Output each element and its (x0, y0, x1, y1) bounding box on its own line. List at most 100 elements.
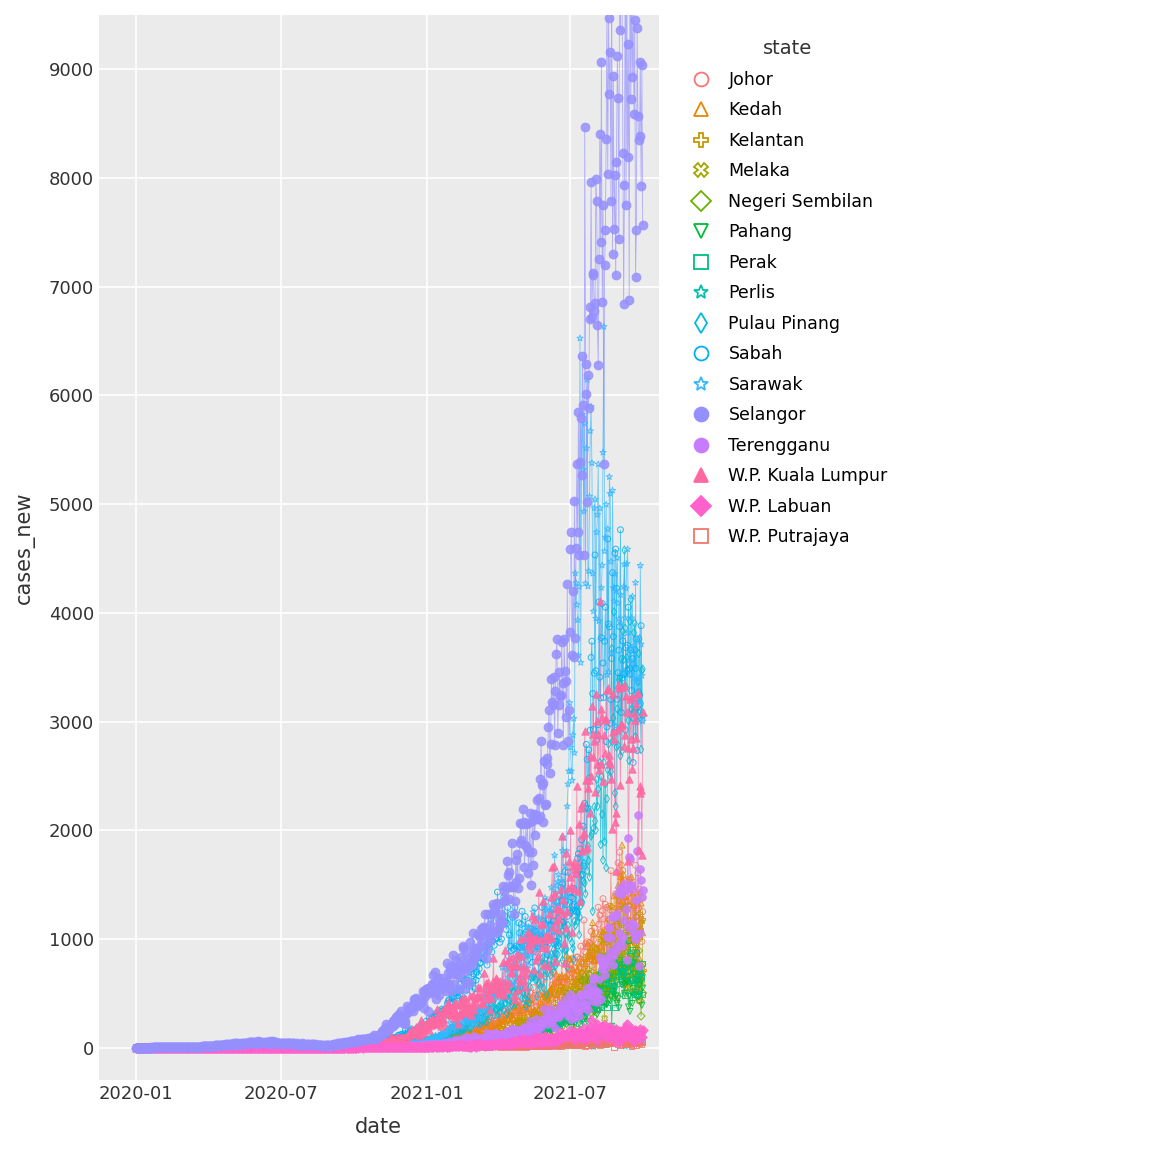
Point (620, 987, 638, 1006)
Point (135, 1038, 153, 1056)
Point (361, 1038, 379, 1056)
Point (397, 1037, 416, 1055)
Point (185, 1038, 204, 1056)
Point (192, 1038, 211, 1056)
Point (462, 960, 480, 978)
Point (599, 165, 617, 183)
Point (365, 1038, 384, 1056)
Point (303, 1038, 321, 1056)
Point (160, 1038, 179, 1056)
Point (564, 1003, 583, 1022)
Point (458, 1037, 477, 1055)
Point (394, 1037, 412, 1055)
Point (331, 1038, 349, 1056)
Point (244, 1038, 263, 1056)
Point (174, 1038, 192, 1056)
Point (532, 1016, 551, 1034)
Point (134, 1038, 152, 1056)
Point (257, 1038, 275, 1056)
Point (392, 1001, 410, 1020)
Point (486, 923, 505, 941)
Point (272, 1036, 290, 1054)
Point (503, 1030, 522, 1048)
Point (463, 1006, 482, 1024)
Point (476, 1034, 494, 1053)
Point (593, 851, 612, 870)
Point (200, 1038, 219, 1056)
Point (597, 969, 615, 987)
Point (248, 1038, 266, 1056)
Point (577, 385, 596, 403)
Point (473, 1037, 492, 1055)
Point (255, 1033, 273, 1052)
Point (606, 1031, 624, 1049)
Point (575, 1032, 593, 1051)
Point (532, 995, 551, 1014)
Point (320, 1037, 339, 1055)
Point (278, 1038, 296, 1056)
Point (321, 1038, 340, 1056)
Point (450, 1023, 469, 1041)
Point (333, 1038, 351, 1056)
Point (234, 1038, 252, 1056)
Point (310, 1038, 328, 1056)
Point (627, 856, 645, 874)
Point (551, 968, 569, 986)
Point (401, 1037, 419, 1055)
Point (568, 972, 586, 991)
Point (469, 1001, 487, 1020)
Point (471, 1032, 490, 1051)
Point (198, 1038, 217, 1056)
Point (461, 933, 479, 952)
Point (609, 999, 628, 1017)
Point (274, 1038, 293, 1056)
Point (228, 1038, 247, 1056)
Point (630, 127, 649, 145)
Point (229, 1038, 248, 1056)
Point (195, 1038, 213, 1056)
Point (223, 1038, 242, 1056)
Point (304, 1038, 323, 1056)
Point (293, 1037, 311, 1055)
Point (158, 1038, 176, 1056)
Point (262, 1038, 280, 1056)
Point (616, 975, 635, 993)
Point (460, 1037, 478, 1055)
Point (340, 1038, 358, 1056)
Point (293, 1038, 311, 1056)
Point (189, 1038, 207, 1056)
Point (170, 1038, 189, 1056)
Point (378, 1037, 396, 1055)
Point (606, 1032, 624, 1051)
Point (497, 1038, 515, 1056)
Point (427, 1006, 446, 1024)
Point (310, 1038, 328, 1056)
Point (199, 1038, 218, 1056)
Point (507, 960, 525, 978)
Point (151, 1038, 169, 1056)
Point (215, 1038, 234, 1056)
Point (296, 1038, 314, 1056)
Point (452, 1036, 470, 1054)
Point (150, 1038, 168, 1056)
Point (199, 1038, 218, 1056)
Point (135, 1038, 153, 1056)
Point (200, 1037, 219, 1055)
Point (255, 1036, 273, 1054)
Point (206, 1038, 225, 1056)
Point (503, 960, 522, 978)
Point (265, 1038, 283, 1056)
Point (313, 1038, 332, 1056)
Point (391, 1036, 409, 1054)
Point (341, 1038, 359, 1056)
Point (597, 130, 615, 149)
Point (318, 1038, 336, 1056)
Point (179, 1038, 197, 1056)
Point (285, 1038, 303, 1056)
Point (218, 1038, 236, 1056)
Point (154, 1038, 173, 1056)
Point (522, 1014, 540, 1032)
Point (159, 1038, 177, 1056)
Point (596, 632, 614, 651)
Point (473, 1032, 492, 1051)
